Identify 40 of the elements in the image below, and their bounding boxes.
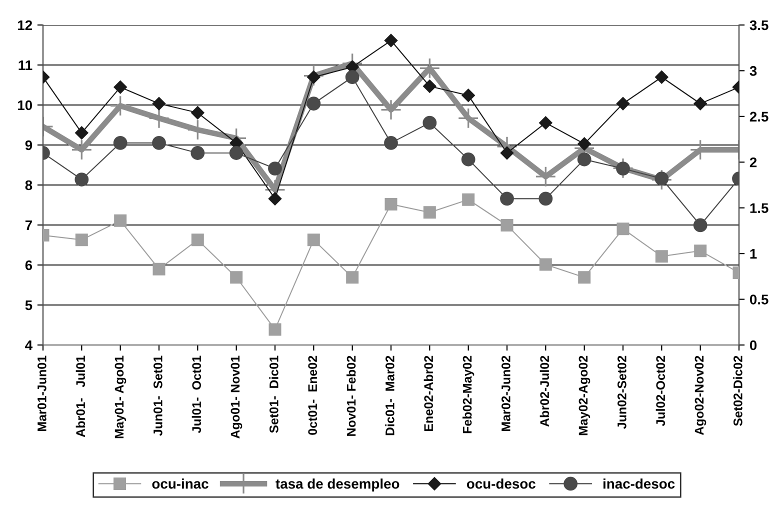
y-tick-label: 10 bbox=[18, 100, 32, 110]
y2-tick-label: 3 bbox=[750, 66, 757, 76]
y-tick-label: 11 bbox=[18, 60, 32, 70]
x-tick-label: Dic01- Mar02 bbox=[385, 356, 394, 436]
x-tick-label: 0ct01- Ene02 bbox=[308, 356, 318, 435]
x-tick-label: Ago01- Nov01 bbox=[230, 356, 242, 438]
x-tick-label: May02-Ago02 bbox=[578, 356, 590, 436]
y2-tick-label: 2.5 bbox=[750, 112, 768, 122]
y-tick-label: 12 bbox=[18, 20, 32, 30]
x-tick-label: Set01- Dic01 bbox=[269, 356, 278, 433]
legend-label: inac-desoc bbox=[603, 478, 675, 489]
x-tick-label: May01- Ago01 bbox=[114, 356, 126, 438]
x-tick-label: Nov01- Feb02 bbox=[346, 356, 356, 436]
y-tick-label: 5 bbox=[25, 300, 32, 310]
x-tick-label: Jun02-Set02 bbox=[618, 356, 626, 429]
x-tick-label: Jun01- Set01 bbox=[154, 356, 162, 436]
legend-label: ocu-inac bbox=[152, 478, 208, 489]
x-tick-label: Ene02-Abr02 bbox=[424, 356, 434, 431]
y2-tick-label: 1.5 bbox=[750, 203, 768, 214]
x-tick-label: Mar01-Jun01 bbox=[38, 356, 46, 431]
y-tick-label: 7 bbox=[25, 220, 32, 230]
y2-tick-label: 0.5 bbox=[750, 294, 768, 304]
y2-tick-label: 0 bbox=[750, 340, 757, 350]
x-tick-label: Feb02-May02 bbox=[462, 356, 474, 434]
y2-tick-label: 3.5 bbox=[750, 20, 768, 30]
x-tick-label: Abr02-Jul02 bbox=[540, 356, 550, 427]
x-tick-label: Jul02-Oct02 bbox=[656, 356, 666, 426]
y2-tick-label: 1 bbox=[750, 249, 757, 259]
x-tick-label: Set02-Dic02 bbox=[733, 356, 742, 426]
y-tick-label: 4 bbox=[25, 340, 33, 350]
y-tick-label: 8 bbox=[25, 180, 32, 190]
x-tick-label: Ago02-Nov02 bbox=[694, 356, 706, 435]
y-tick-label: 6 bbox=[25, 260, 32, 270]
y-tick-label: 9 bbox=[25, 140, 32, 150]
legend-label: ocu-desoc bbox=[466, 478, 536, 489]
x-tick-label: Mar02-Jun02 bbox=[502, 356, 510, 431]
x-tick-label: Abr01- Jul01 bbox=[76, 356, 86, 438]
y2-tick-label: 2 bbox=[750, 157, 757, 168]
legend-label: tasa de desempleo bbox=[276, 478, 400, 492]
x-tick-label: Jul01- Oct01 bbox=[192, 356, 202, 434]
